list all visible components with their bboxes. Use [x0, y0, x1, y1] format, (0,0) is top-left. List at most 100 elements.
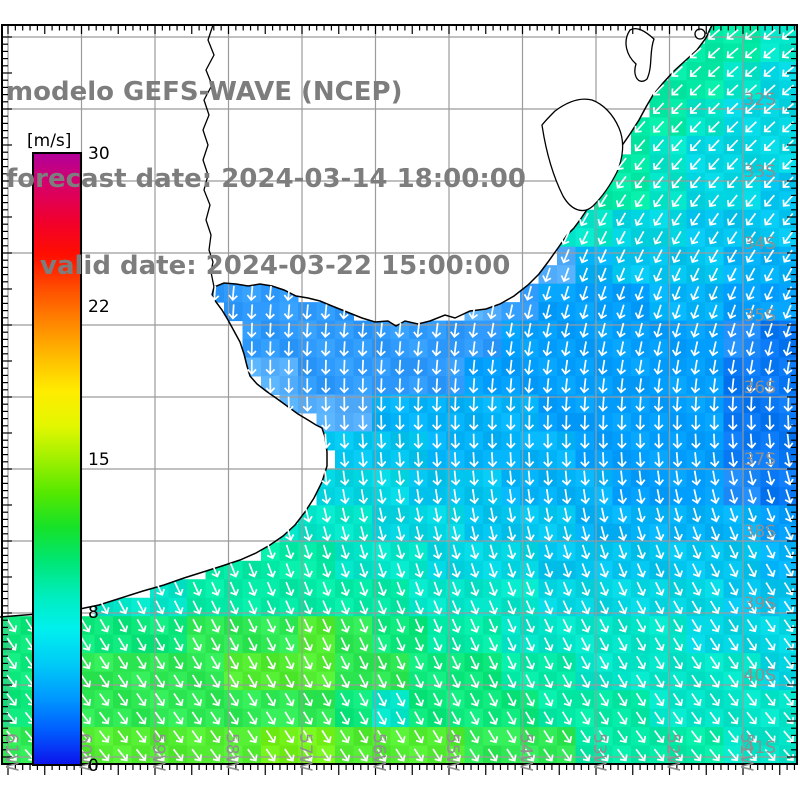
- wave-direction-arrow: [746, 730, 758, 743]
- wave-direction-arrow: [340, 581, 350, 597]
- longitude-label: 54W: [516, 733, 536, 772]
- wave-direction-arrow: [727, 730, 739, 743]
- wave-direction-arrow: [653, 304, 663, 320]
- wave-direction-arrow: [525, 563, 535, 578]
- wave-direction-arrow: [690, 249, 700, 264]
- wave-direction-arrow: [283, 285, 294, 302]
- wave-direction-arrow: [654, 711, 665, 725]
- wave-direction-arrow: [783, 656, 795, 670]
- wave-direction-arrow: [210, 711, 221, 725]
- colorbar-tick-label: 30: [88, 144, 110, 164]
- wave-direction-arrow: [727, 194, 738, 207]
- wave-direction-arrow: [672, 711, 684, 725]
- wave-direction-arrow: [634, 249, 645, 264]
- wave-direction-arrow: [506, 674, 517, 689]
- wave-direction-arrow: [192, 600, 203, 615]
- wave-direction-arrow: [709, 619, 721, 633]
- wave-direction-arrow: [746, 619, 758, 633]
- wave-direction-arrow: [544, 600, 554, 615]
- wave-direction-arrow: [506, 748, 517, 762]
- wave-direction-arrow: [579, 359, 590, 375]
- wave-direction-arrow: [728, 415, 738, 431]
- wave-direction-arrow: [726, 121, 739, 133]
- wave-direction-arrow: [340, 507, 350, 523]
- wave-direction-arrow: [728, 489, 739, 505]
- wave-direction-arrow: [488, 600, 498, 615]
- wave-direction-arrow: [654, 433, 664, 449]
- wave-direction-arrow: [247, 748, 258, 762]
- wave-direction-arrow: [746, 656, 758, 670]
- wave-direction-arrow: [708, 139, 720, 152]
- wave-direction-arrow: [450, 729, 462, 744]
- wave-direction-arrow: [616, 249, 626, 264]
- wave-direction-arrow: [117, 748, 129, 762]
- wave-direction-arrow: [470, 563, 480, 578]
- wave-direction-arrow: [210, 618, 221, 633]
- wave-direction-arrow: [617, 470, 627, 486]
- wave-direction-arrow: [468, 304, 478, 320]
- wave-direction-arrow: [597, 267, 607, 283]
- wave-direction-arrow: [99, 656, 110, 670]
- wave-direction-arrow: [653, 212, 664, 226]
- longitude-label: 53W: [589, 733, 609, 772]
- wave-direction-arrow: [525, 637, 536, 652]
- wave-direction-arrow: [321, 489, 332, 505]
- wave-direction-arrow: [655, 526, 665, 541]
- wave-direction-arrow: [451, 600, 461, 615]
- wave-direction-arrow: [598, 711, 610, 725]
- wave-direction-arrow: [284, 396, 294, 412]
- wave-direction-arrow: [745, 102, 758, 114]
- wave-direction-arrow: [246, 304, 257, 320]
- wave-direction-arrow: [597, 304, 608, 320]
- wave-direction-arrow: [6, 656, 18, 670]
- wave-direction-arrow: [580, 692, 591, 707]
- wave-direction-arrow: [303, 600, 313, 615]
- wave-direction-arrow: [173, 637, 184, 652]
- wave-direction-arrow: [635, 452, 646, 468]
- wave-direction-arrow: [782, 341, 793, 357]
- wave-direction-arrow: [764, 396, 775, 412]
- wave-direction-arrow: [542, 285, 552, 301]
- wave-direction-arrow: [672, 748, 684, 762]
- wave-direction-arrow: [395, 470, 405, 486]
- wave-direction-arrow: [728, 656, 739, 670]
- wave-direction-arrow: [728, 452, 738, 468]
- wave-direction-arrow: [209, 748, 221, 762]
- wave-direction-arrow: [710, 581, 721, 596]
- wave-direction-arrow: [636, 526, 646, 541]
- wave-direction-arrow: [745, 176, 757, 189]
- wave-direction-arrow: [581, 544, 591, 560]
- wave-direction-arrow: [507, 563, 517, 578]
- wave-direction-arrow: [708, 65, 721, 77]
- wave-direction-arrow: [745, 65, 758, 77]
- wave-direction-arrow: [358, 507, 369, 523]
- wave-direction-arrow: [396, 544, 406, 560]
- wave-direction-arrow: [229, 563, 239, 578]
- wave-direction-arrow: [635, 359, 645, 375]
- wave-direction-arrow: [451, 674, 462, 689]
- wave-direction-arrow: [655, 563, 665, 578]
- wave-direction-arrow: [673, 544, 683, 560]
- wave-direction-arrow: [580, 507, 591, 523]
- wave-direction-arrow: [616, 194, 627, 208]
- wave-direction-arrow: [579, 415, 590, 431]
- wave-direction-arrow: [764, 286, 774, 301]
- wave-direction-arrow: [395, 692, 406, 707]
- wave-direction-arrow: [432, 526, 443, 542]
- wave-direction-arrow: [653, 341, 663, 357]
- wave-direction-arrow: [579, 396, 590, 412]
- lagoon: [625, 27, 655, 82]
- wave-direction-arrow: [339, 304, 349, 320]
- wave-direction-arrow: [727, 341, 737, 357]
- wave-direction-arrow: [654, 618, 665, 633]
- wave-direction-arrow: [728, 600, 739, 614]
- wave-direction-arrow: [488, 637, 499, 652]
- wave-direction-arrow: [708, 286, 718, 301]
- wave-direction-arrow: [599, 655, 610, 670]
- wave-direction-arrow: [117, 656, 129, 670]
- wave-direction-arrow: [248, 581, 258, 597]
- wave-direction-arrow: [598, 433, 609, 449]
- wave-direction-arrow: [729, 507, 739, 523]
- wave-direction-arrow: [692, 507, 702, 523]
- wave-direction-arrow: [302, 341, 312, 357]
